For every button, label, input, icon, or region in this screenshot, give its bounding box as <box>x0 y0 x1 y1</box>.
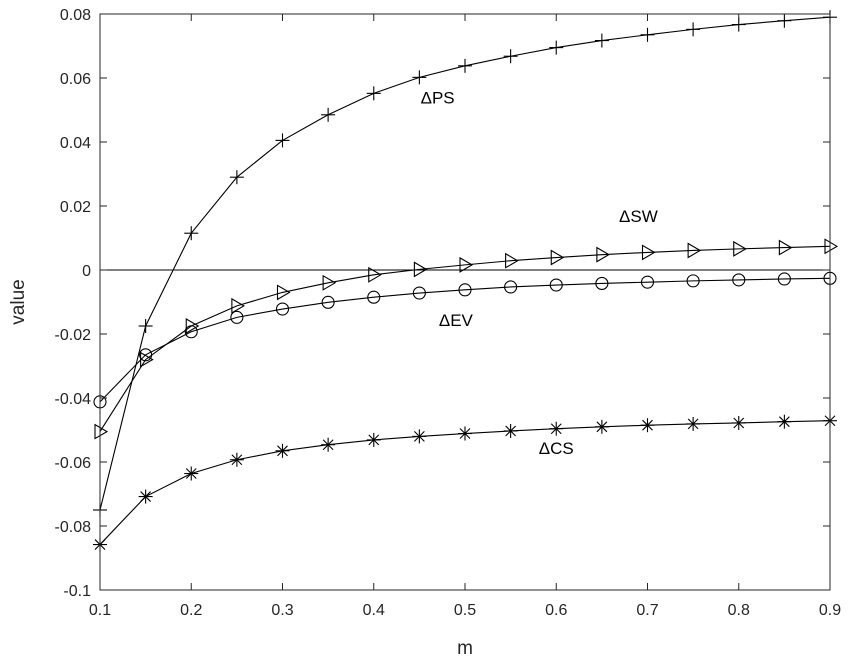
data-point-asterisk <box>503 423 518 438</box>
data-point-triangle-right <box>733 240 747 257</box>
data-point-circle <box>686 274 700 288</box>
data-point-asterisk <box>640 418 655 433</box>
data-point-asterisk <box>777 414 792 429</box>
data-point-asterisk <box>321 437 336 452</box>
data-point-triangle-right <box>505 252 519 269</box>
series-3 <box>93 413 837 552</box>
y-tick-label: -0.06 <box>55 455 92 472</box>
y-tick-label: 0.06 <box>60 71 91 88</box>
data-point-triangle-right <box>641 244 656 261</box>
data-point-asterisk <box>458 426 472 441</box>
data-point-circle <box>458 283 472 297</box>
data-point-asterisk <box>549 421 564 436</box>
series-line <box>99 277 831 403</box>
series-1 <box>94 238 839 440</box>
data-point-triangle-right <box>596 246 610 263</box>
series-label: ΔCS <box>539 439 574 458</box>
data-point-circle <box>139 348 153 362</box>
data-point-plus <box>777 13 792 28</box>
data-point-asterisk <box>229 452 244 467</box>
data-point-asterisk <box>594 419 609 434</box>
data-point-circle <box>321 295 335 309</box>
data-point-triangle-right <box>368 266 382 283</box>
data-point-plus <box>458 58 472 73</box>
y-tick-label: -0.1 <box>63 583 91 600</box>
x-tick-label: 0.1 <box>89 602 111 619</box>
data-point-triangle-right <box>94 423 109 440</box>
data-point-triangle-right <box>550 249 565 266</box>
data-point-plus <box>640 27 655 42</box>
y-tick-label: -0.04 <box>55 391 92 408</box>
data-point-triangle-right <box>413 261 428 278</box>
data-point-triangle-right <box>185 318 200 334</box>
series-line <box>99 245 831 432</box>
data-point-asterisk <box>184 466 199 481</box>
data-point-asterisk <box>275 443 290 458</box>
x-tick-label: 0.6 <box>545 602 567 619</box>
x-tick-label: 0.7 <box>636 602 658 619</box>
data-point-plus <box>321 107 336 122</box>
data-point-plus <box>184 226 199 241</box>
data-point-asterisk <box>138 489 153 504</box>
series-layer <box>93 10 839 552</box>
data-point-plus <box>594 33 609 48</box>
y-tick-label: -0.02 <box>55 327 92 344</box>
data-point-circle <box>275 302 290 316</box>
data-point-circle <box>230 310 244 324</box>
data-point-plus <box>229 170 244 185</box>
data-point-circle <box>367 290 381 304</box>
y-tick-label: 0.02 <box>60 199 91 216</box>
data-point-triangle-right <box>459 256 474 273</box>
series-2 <box>93 271 837 409</box>
data-point-asterisk <box>731 415 746 430</box>
x-tick-label: 0.9 <box>819 602 841 619</box>
series-label: ΔPS <box>421 89 455 108</box>
x-tick-label: 0.5 <box>454 602 476 619</box>
data-point-circle <box>777 272 791 286</box>
data-point-triangle-right <box>276 284 291 301</box>
data-point-circle <box>412 286 426 300</box>
data-point-circle <box>732 273 746 287</box>
data-point-triangle-right <box>687 242 702 259</box>
data-point-plus <box>138 319 153 333</box>
y-tick-label: 0 <box>82 263 91 280</box>
data-point-circle <box>184 325 198 339</box>
x-tick-label: 0.4 <box>363 602 385 619</box>
y-tick-label: 0.04 <box>60 135 91 152</box>
x-tick-label: 0.8 <box>728 602 750 619</box>
x-axis-title: m <box>457 638 473 659</box>
data-point-circle <box>640 275 655 289</box>
data-point-plus <box>275 133 290 148</box>
y-axis-title: value <box>8 279 29 324</box>
x-axis: 0.1 0.2 0.3 0.4 0.5 0.6 0.7 0.8 0.9 <box>89 14 841 619</box>
x-tick-label: 0.2 <box>180 602 202 619</box>
data-point-plus <box>366 86 381 101</box>
data-point-asterisk <box>366 432 381 447</box>
data-point-circle <box>549 278 563 292</box>
data-point-plus <box>549 40 564 55</box>
y-tick-label: 0.08 <box>60 7 91 24</box>
x-tick-label: 0.3 <box>271 602 293 619</box>
data-point-circle <box>504 280 518 294</box>
data-point-circle <box>595 276 609 290</box>
data-point-triangle-right <box>824 238 839 255</box>
series-labels: ΔPS ΔSW ΔEV ΔCS <box>421 89 658 458</box>
series-label: ΔSW <box>619 207 658 226</box>
data-point-plus <box>503 49 518 64</box>
data-point-triangle-right <box>778 239 793 256</box>
data-point-triangle-right <box>231 297 245 314</box>
y-tick-label: -0.08 <box>55 519 92 536</box>
data-point-triangle-right <box>322 274 337 291</box>
series-label: ΔEV <box>439 311 474 330</box>
plot-area <box>100 14 830 590</box>
data-point-asterisk <box>686 416 701 431</box>
data-point-asterisk <box>412 429 427 444</box>
y-axis: -0.1 -0.08 -0.06 -0.04 -0.02 0 0.02 0.04 0.06 0.0… <box>55 7 830 600</box>
data-point-plus <box>686 22 701 37</box>
series-0 <box>93 10 837 517</box>
data-point-plus <box>412 70 427 85</box>
